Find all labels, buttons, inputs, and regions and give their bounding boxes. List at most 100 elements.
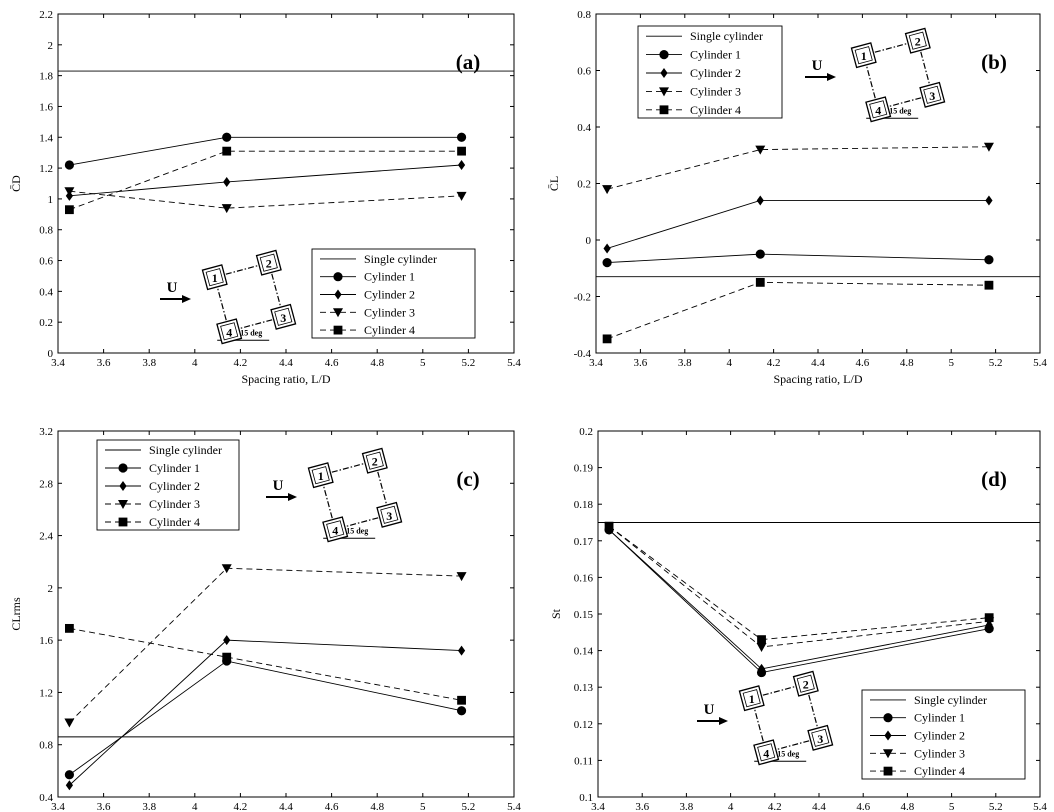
data-point (457, 160, 466, 171)
x-tick-label: 3.8 (678, 357, 692, 369)
data-point (604, 521, 614, 531)
data-point (755, 249, 765, 259)
y-tick-label: 0.2 (39, 317, 53, 329)
chart-panel-c: 3.4 3.6 3.8 4 4.2 4.4 4.6 4.8 5 5.2 5.4 0.4 0.8 1.2 1.… (9, 426, 521, 812)
x-axis-label: Spacing ratio, L/D (242, 372, 331, 386)
y-tick-label: 0.16 (574, 572, 594, 584)
data-point (64, 770, 74, 780)
cylinder-square: 3 (919, 81, 946, 108)
y-tick-label: 0.18 (574, 499, 594, 511)
series-cylinder-2 (605, 524, 993, 674)
x-tick-label: 3.4 (589, 357, 603, 369)
y-tick-label: 0.4 (577, 122, 591, 134)
legend-marker (659, 50, 669, 60)
angle-label: 15 deg (240, 328, 262, 337)
y-axis-label: C̄L (547, 176, 561, 191)
data-point (984, 280, 994, 290)
data-point (602, 334, 612, 344)
x-tick-label: 5.2 (462, 357, 476, 369)
y-tick-label: 2.4 (39, 531, 53, 543)
cylinder-square: 1 (307, 462, 334, 489)
series-cylinder-3 (602, 142, 994, 195)
x-tick-label: 4.8 (370, 801, 384, 812)
cylinder-number: 3 (929, 89, 935, 103)
cylinder-number: 4 (763, 746, 769, 760)
cylinder-inner-outline (365, 451, 384, 470)
series-line (608, 525, 990, 648)
legend-label: Cylinder 2 (690, 66, 741, 80)
x-tick-label: 4 (192, 801, 198, 812)
legend: Single cylinder Cylinder 1 Cylinder 2 Cylin… (96, 439, 240, 531)
legend-label: Cylinder 4 (914, 764, 965, 778)
y-tick-label: 0.8 (39, 225, 53, 237)
data-point (457, 695, 466, 705)
panel-label: (d) (981, 467, 1007, 491)
legend-label: Single cylinder (364, 252, 437, 266)
cylinder-outline (376, 501, 403, 528)
data-point (602, 258, 612, 268)
legend-label: Cylinder 4 (690, 103, 741, 117)
x-tick-label: 4.2 (768, 801, 782, 812)
y-tick-label: 1.2 (39, 163, 53, 175)
legend-label: Cylinder 3 (149, 497, 200, 511)
data-point (984, 613, 994, 623)
flow-label: U (273, 478, 284, 494)
legend-label: Cylinder 3 (690, 84, 741, 98)
series-cylinder-1 (64, 132, 467, 170)
legend-label: Cylinder 2 (914, 729, 965, 743)
series-cylinder-4 (65, 146, 466, 215)
cylinder-square: 2 (255, 249, 282, 276)
x-tick-label: 4.4 (279, 801, 293, 812)
y-axis-label: CLrms (9, 597, 23, 631)
flow-label: U (812, 58, 823, 74)
legend-marker (334, 289, 342, 300)
arrangement-diagram: 15 deg 1 2 3 4 U (697, 670, 834, 766)
legend-marker (118, 463, 128, 473)
flow-arrow-head (288, 493, 297, 501)
series-line (608, 529, 990, 670)
legend-label: Cylinder 1 (149, 461, 200, 475)
y-tick-label: 0.8 (39, 740, 53, 752)
y-tick-label: 2 (48, 40, 54, 52)
cylinder-outline (270, 303, 297, 330)
x-tick-label: 5.4 (1033, 357, 1047, 369)
cylinder-outline (865, 96, 892, 123)
series-cylinder-3 (64, 564, 467, 728)
y-tick-label: 1.2 (39, 687, 53, 699)
cylinder-outline (807, 724, 834, 751)
x-tick-label: 4.2 (234, 357, 248, 369)
legend: Single cylinder Cylinder 1 Cylinder 2 Cylin… (637, 25, 783, 119)
data-point (755, 145, 766, 155)
legend: Single cylinder Cylinder 1 Cylinder 2 Cylin… (311, 248, 476, 339)
cylinder-inner-outline (326, 520, 345, 539)
y-tick-label: 1.6 (39, 635, 53, 647)
legend-marker (333, 325, 343, 335)
x-tick-label: 5.2 (462, 801, 476, 812)
cylinder-inner-outline (796, 674, 815, 693)
cylinder-number: 4 (226, 325, 232, 339)
y-tick-label: 0.15 (574, 609, 594, 621)
y-tick-label: 0.14 (574, 646, 594, 658)
cylinder-square: 3 (807, 724, 834, 751)
x-tick-label: 5 (948, 357, 954, 369)
cylinder-inner-outline (757, 743, 776, 762)
legend-label: Cylinder 4 (149, 515, 200, 529)
series-cylinder-2 (65, 160, 466, 201)
y-axis-label: St (549, 608, 563, 619)
x-tick-label: 3.4 (51, 357, 65, 369)
x-tick-label: 4.4 (279, 357, 293, 369)
y-tick-label: 0 (586, 235, 592, 247)
cylinder-outline (322, 516, 349, 543)
data-point (983, 142, 994, 152)
series-cylinder-2 (65, 635, 466, 791)
cylinder-number: 1 (318, 469, 324, 483)
chart-panel-b: 3.4 3.6 3.8 4 4.2 4.4 4.6 4.8 5 5.2 5.4 -0.4 -0.2 0 0.… (547, 9, 1047, 386)
legend-marker (659, 87, 669, 97)
legend-label: Cylinder 1 (364, 270, 415, 284)
data-point (221, 564, 232, 574)
y-tick-label: 2.8 (39, 478, 53, 490)
x-tick-label: 4.8 (900, 357, 914, 369)
legend-label: Cylinder 3 (914, 746, 965, 760)
x-tick-label: 4 (726, 357, 732, 369)
data-point (456, 706, 467, 716)
